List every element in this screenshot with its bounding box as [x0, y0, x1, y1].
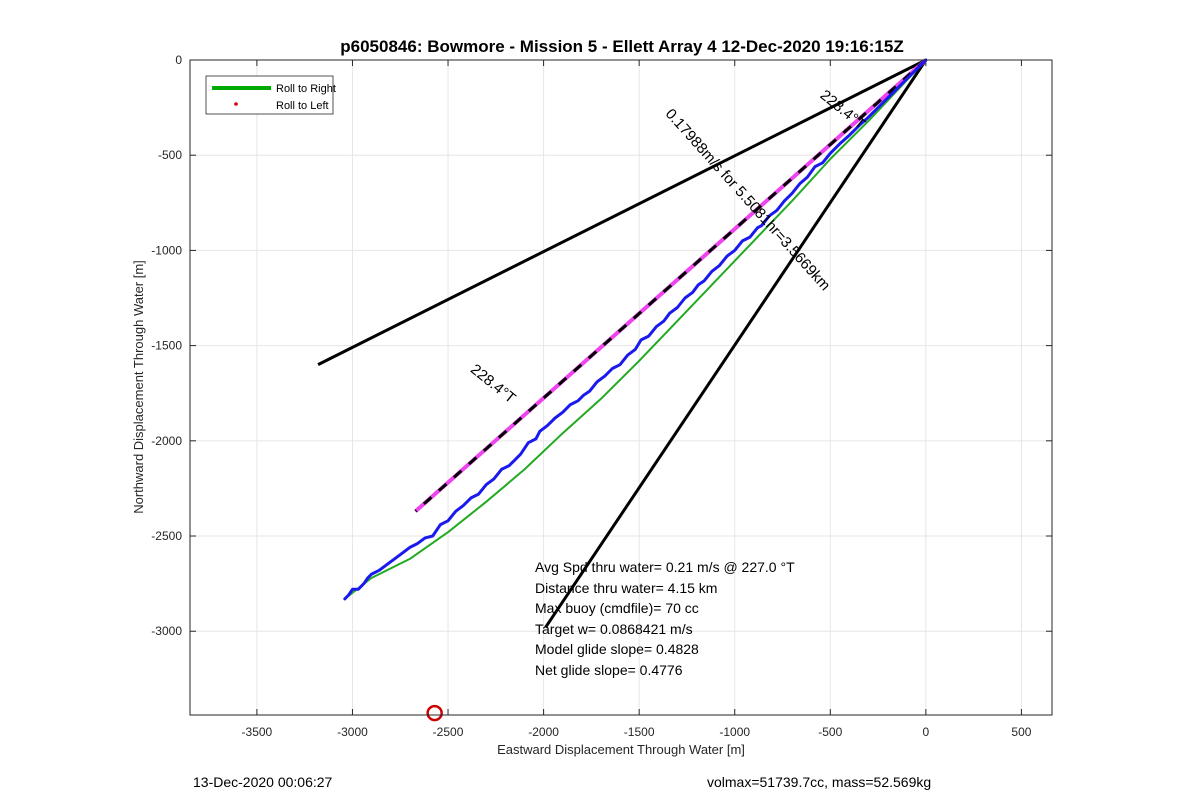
footer-volmax-mass: volmax=51739.7cc, mass=52.569kg	[707, 774, 932, 790]
x-tick-label: -500	[818, 725, 842, 739]
x-tick-label: -1000	[719, 725, 750, 739]
y-tick-label: -3000	[151, 624, 182, 638]
stat-line: Distance thru water= 4.15 km	[535, 580, 717, 596]
reference-line	[544, 59, 928, 629]
x-tick-label: -2500	[433, 725, 464, 739]
y-tick-label: 0	[175, 53, 182, 67]
legend: Roll to Right Roll to Left	[205, 75, 336, 115]
position-marker	[426, 704, 443, 722]
legend-swatch-roll-left	[234, 102, 238, 106]
grid	[190, 59, 1052, 715]
stat-line: Max buoy (cmdfile)= 70 cc	[535, 600, 699, 616]
legend-label-roll-left: Roll to Left	[276, 100, 329, 112]
stat-line: Avg Spd thru water= 0.21 m/s @ 227.0 °T	[535, 559, 795, 575]
series-line	[343, 58, 928, 601]
x-axis-label: Eastward Displacement Through Water [m]	[497, 742, 745, 757]
x-tick-label: -2000	[528, 725, 559, 739]
reference-line	[317, 58, 927, 366]
x-tick-label: -1500	[624, 725, 655, 739]
y-axis-label: Northward Displacement Through Water [m]	[131, 260, 146, 514]
reference-lines	[317, 58, 928, 629]
y-tick-label: -2000	[151, 434, 182, 448]
stat-line: Model glide slope= 0.4828	[535, 641, 699, 657]
stats-block: Avg Spd thru water= 0.21 m/s @ 227.0 °T …	[535, 559, 795, 678]
y-tick-label: -2500	[151, 529, 182, 543]
reference-line	[414, 58, 927, 513]
y-tick-label: -500	[158, 148, 182, 162]
legend-box	[205, 75, 334, 115]
y-tick-label: -1000	[151, 243, 182, 257]
legend-label-roll-right: Roll to Right	[276, 83, 336, 95]
x-tick-label: -3500	[242, 725, 273, 739]
stat-line: Target w= 0.0868421 m/s	[535, 621, 693, 637]
x-tick-label: 0	[923, 725, 930, 739]
y-tick-label: -1500	[151, 339, 182, 353]
plot-frame	[189, 59, 1053, 716]
stat-line: Net glide slope= 0.4776	[535, 662, 683, 678]
plot-area	[190, 60, 1052, 715]
axis-ticks: -3500 -3000 -2500 -2000 -1500 -1000 -500 0 500 0 -…	[151, 53, 1052, 739]
footer-timestamp: 13-Dec-2020 00:06:27	[193, 774, 333, 790]
chart-title: p6050846: Bowmore - Mission 5 - Ellett A…	[340, 37, 903, 56]
series-line	[343, 59, 927, 600]
x-tick-label: 500	[1011, 725, 1031, 739]
x-tick-label: -3000	[337, 725, 368, 739]
series	[343, 58, 928, 601]
